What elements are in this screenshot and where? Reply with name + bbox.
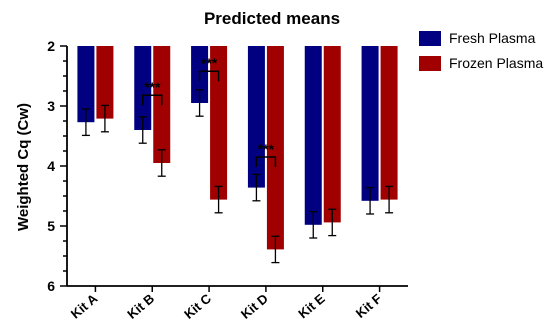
legend-swatch bbox=[419, 31, 441, 46]
bar bbox=[134, 46, 152, 130]
x-tick-label: Kit E bbox=[295, 291, 328, 322]
y-tick-label: 5 bbox=[47, 218, 55, 234]
bar bbox=[323, 46, 341, 223]
y-tick-label: 6 bbox=[47, 278, 55, 294]
y-tick-label: 3 bbox=[47, 98, 55, 114]
legend-label: Fresh Plasma bbox=[449, 30, 536, 46]
x-tick-label: Kit D bbox=[238, 291, 271, 322]
chart-title: Predicted means bbox=[204, 9, 340, 28]
bar bbox=[380, 46, 398, 200]
bar bbox=[210, 46, 228, 200]
error-bars bbox=[81, 89, 394, 264]
x-tick-label: Kit B bbox=[124, 291, 157, 322]
significance-bracket bbox=[198, 70, 220, 82]
bar bbox=[361, 46, 379, 201]
significance-bracket bbox=[142, 94, 163, 106]
bars bbox=[77, 46, 398, 250]
x-tick-label: Kit F bbox=[353, 291, 385, 321]
bar bbox=[304, 46, 322, 225]
y-tick-label: 2 bbox=[47, 38, 55, 54]
significance-label: *** bbox=[201, 55, 218, 71]
significance-markers: *** *** *** bbox=[142, 55, 277, 167]
significance-label: *** bbox=[144, 79, 161, 95]
significance-label: *** bbox=[258, 141, 275, 157]
bar bbox=[247, 46, 265, 188]
legend-label: Frozen Plasma bbox=[449, 55, 543, 71]
x-tick-label: Kit C bbox=[181, 290, 214, 321]
y-tick-label: 4 bbox=[47, 158, 55, 174]
bar bbox=[77, 46, 95, 123]
y-axis-label: Weighted Cq (Cw) bbox=[15, 103, 32, 231]
bar bbox=[266, 46, 284, 250]
x-tick-label: Kit A bbox=[68, 290, 101, 321]
legend-swatch bbox=[419, 56, 441, 71]
legend: Fresh Plasma Frozen Plasma bbox=[419, 30, 543, 71]
bar bbox=[96, 46, 114, 119]
significance-bracket bbox=[255, 156, 277, 167]
